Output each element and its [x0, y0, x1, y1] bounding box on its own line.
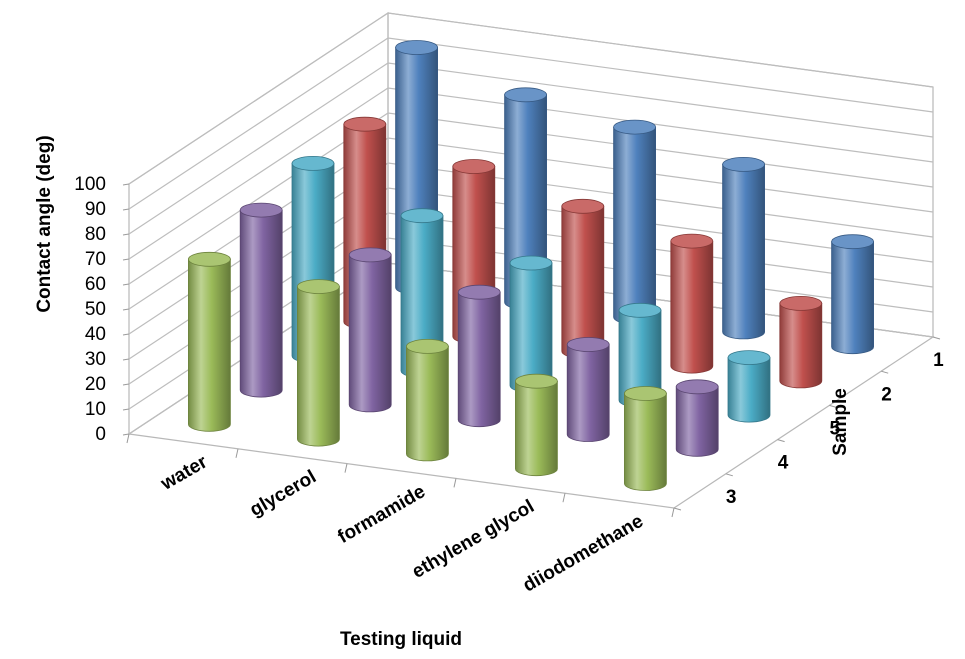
y-tick-label: 80	[85, 224, 106, 245]
y-tick-mark	[122, 358, 130, 361]
y-tick-label: 40	[85, 324, 106, 345]
gridline	[128, 37, 934, 210]
category-label: water	[157, 451, 212, 495]
sample-label: 5	[830, 419, 841, 440]
bar	[348, 247, 392, 413]
sample-label: 4	[778, 453, 789, 474]
bar	[561, 198, 605, 359]
bar	[779, 295, 823, 389]
x-tick-mark	[671, 507, 675, 518]
x-tick-mark	[235, 448, 239, 458]
sample-tick-labels: 1 2 5 4 3	[726, 350, 944, 508]
bar	[624, 386, 667, 491]
y-tick-mark	[122, 258, 130, 261]
y-tick-label: 60	[85, 274, 106, 295]
z-tick-mark	[829, 404, 837, 408]
y-tick-mark	[122, 233, 130, 236]
bar	[618, 302, 662, 408]
sample-label: 1	[933, 350, 944, 371]
y-tick-label: 0	[95, 424, 106, 445]
y-tick-mark	[122, 383, 130, 386]
x-tick-mark	[126, 433, 130, 444]
bar	[509, 255, 553, 393]
z-tick-mark	[673, 507, 682, 511]
x-tick-mark	[562, 493, 566, 503]
y-tick-mark	[122, 283, 130, 286]
y-tick-mark	[122, 308, 130, 311]
bar	[515, 373, 558, 477]
bar	[296, 279, 340, 447]
sample-label: 2	[881, 384, 892, 405]
bars	[187, 40, 874, 491]
z-tick-mark	[725, 473, 733, 477]
bar	[457, 284, 501, 428]
bar	[675, 379, 719, 457]
y-tick-label: 100	[74, 174, 106, 195]
z-tick-mark	[777, 439, 785, 443]
y-tick-label: 70	[85, 249, 106, 270]
bar	[613, 119, 656, 325]
category-label: formamide	[334, 481, 429, 548]
category-label: ethylene glycol	[409, 496, 538, 583]
bar	[239, 202, 283, 398]
category-label: glycerol	[246, 466, 320, 521]
gridline	[128, 62, 934, 235]
y-tick-mark	[122, 183, 130, 186]
bar	[670, 233, 714, 374]
z-tick-mark	[932, 336, 941, 340]
y-tick-mark	[122, 333, 130, 336]
z-tick-mark	[881, 370, 889, 374]
y-tick-mark	[122, 208, 130, 211]
y-tick-mark	[122, 408, 130, 411]
y-tick-label: 10	[85, 399, 106, 420]
y-tick-mark	[122, 433, 130, 436]
x-tick-mark	[453, 478, 457, 488]
y-tick-labels: 0 10 20 30 40 50 60 70 80 90 100	[74, 174, 106, 445]
y-axis-title: Contact angle (deg)	[34, 135, 55, 312]
x-tick-mark	[344, 463, 348, 473]
bar	[722, 156, 765, 340]
bar	[187, 251, 231, 432]
bar	[831, 234, 874, 355]
gridline	[128, 12, 934, 185]
bar	[727, 350, 771, 423]
y-tick-label: 20	[85, 374, 106, 395]
z-axis-title: Sample	[830, 388, 851, 456]
y-tick-label: 30	[85, 349, 106, 370]
bar	[400, 208, 444, 379]
y-tick-label: 90	[85, 199, 106, 220]
category-label: diiodomethane	[519, 511, 647, 597]
gridline	[128, 87, 934, 260]
bar	[405, 338, 449, 462]
sample-label: 3	[726, 487, 737, 508]
x-axis-title: Testing liquid	[340, 629, 462, 650]
bar	[566, 337, 610, 442]
y-tick-label: 50	[85, 299, 106, 320]
